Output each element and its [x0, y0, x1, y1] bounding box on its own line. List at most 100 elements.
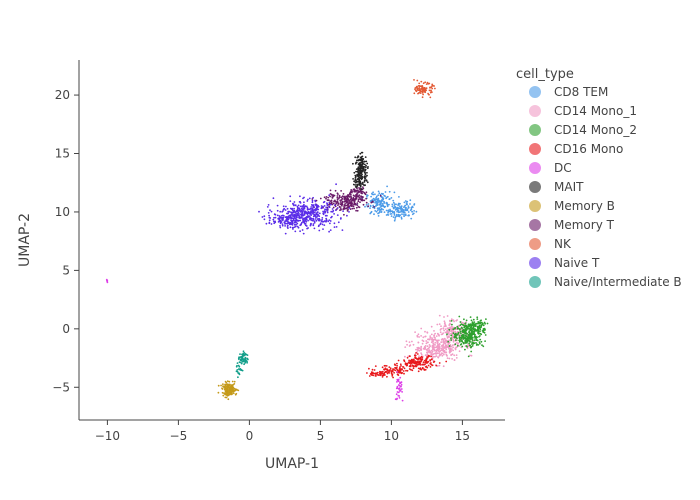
data-point	[373, 372, 376, 375]
data-point	[307, 198, 309, 201]
data-point	[476, 318, 479, 320]
data-point	[404, 213, 407, 216]
data-point	[415, 348, 417, 351]
legend-item[interactable]: CD14 Mono_2	[529, 123, 637, 137]
data-point	[390, 215, 393, 218]
data-point	[383, 372, 386, 375]
data-point	[402, 370, 405, 372]
data-point	[443, 325, 446, 328]
legend-item[interactable]: CD14 Mono_1	[529, 104, 637, 118]
data-point	[405, 369, 407, 372]
data-point	[426, 81, 429, 84]
data-point	[442, 344, 445, 347]
data-point	[280, 216, 282, 219]
data-point	[408, 341, 411, 343]
data-point	[399, 363, 402, 366]
data-point	[401, 372, 404, 374]
legend-item[interactable]: Memory B	[529, 199, 615, 213]
data-point	[359, 201, 361, 204]
data-point	[404, 206, 407, 209]
data-point	[433, 335, 435, 337]
data-point	[296, 205, 299, 208]
data-point	[418, 357, 420, 360]
data-point	[435, 346, 438, 349]
data-point	[485, 318, 487, 320]
data-point	[378, 212, 380, 214]
data-point	[358, 198, 360, 201]
data-point	[227, 386, 230, 388]
data-point	[302, 221, 305, 224]
data-point	[420, 368, 423, 371]
legend-item[interactable]: MAIT	[529, 180, 584, 194]
data-point	[418, 82, 421, 85]
data-point	[437, 356, 439, 358]
data-point	[365, 180, 368, 182]
data-point	[348, 207, 351, 209]
data-point	[473, 342, 476, 345]
data-point	[401, 209, 404, 212]
data-point	[455, 336, 457, 339]
data-point	[452, 332, 455, 335]
data-point	[282, 216, 285, 219]
data-point	[374, 198, 377, 201]
data-point	[396, 364, 398, 367]
data-point	[240, 369, 243, 371]
data-point	[387, 214, 390, 216]
data-point	[431, 364, 434, 367]
legend-item[interactable]: DC	[529, 161, 572, 175]
data-point	[392, 199, 395, 202]
series-cd14-mono-2	[446, 315, 489, 358]
data-point	[372, 193, 375, 196]
legend-item[interactable]: Memory T	[529, 218, 615, 232]
legend-item[interactable]: CD16 Mono	[529, 142, 623, 156]
data-point	[346, 210, 349, 212]
data-point	[430, 355, 432, 358]
data-point	[279, 226, 282, 229]
legend-item[interactable]: Naive/Intermediate B	[529, 275, 682, 289]
legend-item[interactable]: NK	[529, 237, 572, 251]
data-point	[396, 381, 398, 383]
data-point	[230, 393, 233, 396]
data-point	[304, 205, 307, 208]
data-point	[370, 372, 373, 374]
data-point	[458, 345, 461, 347]
data-point	[317, 225, 320, 228]
data-point	[310, 217, 313, 220]
data-point	[361, 181, 364, 184]
legend-item[interactable]: CD8 TEM	[529, 85, 608, 99]
data-point	[445, 354, 448, 357]
legend-item[interactable]: Naive T	[529, 256, 600, 270]
data-point	[416, 346, 419, 349]
y-tick-label: 0	[62, 322, 70, 336]
data-point	[356, 195, 359, 198]
data-point	[417, 370, 420, 373]
data-point	[313, 211, 316, 214]
data-point	[464, 348, 466, 351]
data-point	[473, 335, 476, 338]
series-memory-b	[217, 380, 240, 401]
data-point	[422, 361, 425, 364]
data-point	[479, 320, 482, 322]
data-point	[292, 202, 294, 205]
data-point	[308, 217, 311, 220]
data-point	[399, 382, 401, 385]
data-point	[364, 193, 367, 196]
data-point	[455, 319, 458, 322]
data-point	[289, 200, 292, 203]
data-point	[451, 358, 453, 360]
data-point	[357, 155, 360, 158]
data-point	[440, 325, 442, 328]
data-point	[364, 156, 367, 159]
data-point	[393, 191, 396, 194]
data-point	[334, 189, 337, 192]
data-point	[451, 353, 454, 355]
data-point	[434, 87, 436, 90]
data-point	[364, 173, 367, 176]
data-point	[367, 166, 369, 168]
data-point	[414, 354, 417, 357]
data-point	[455, 333, 457, 336]
data-point	[462, 324, 465, 327]
data-point	[367, 205, 370, 208]
data-point	[314, 209, 316, 212]
data-point	[362, 186, 364, 189]
